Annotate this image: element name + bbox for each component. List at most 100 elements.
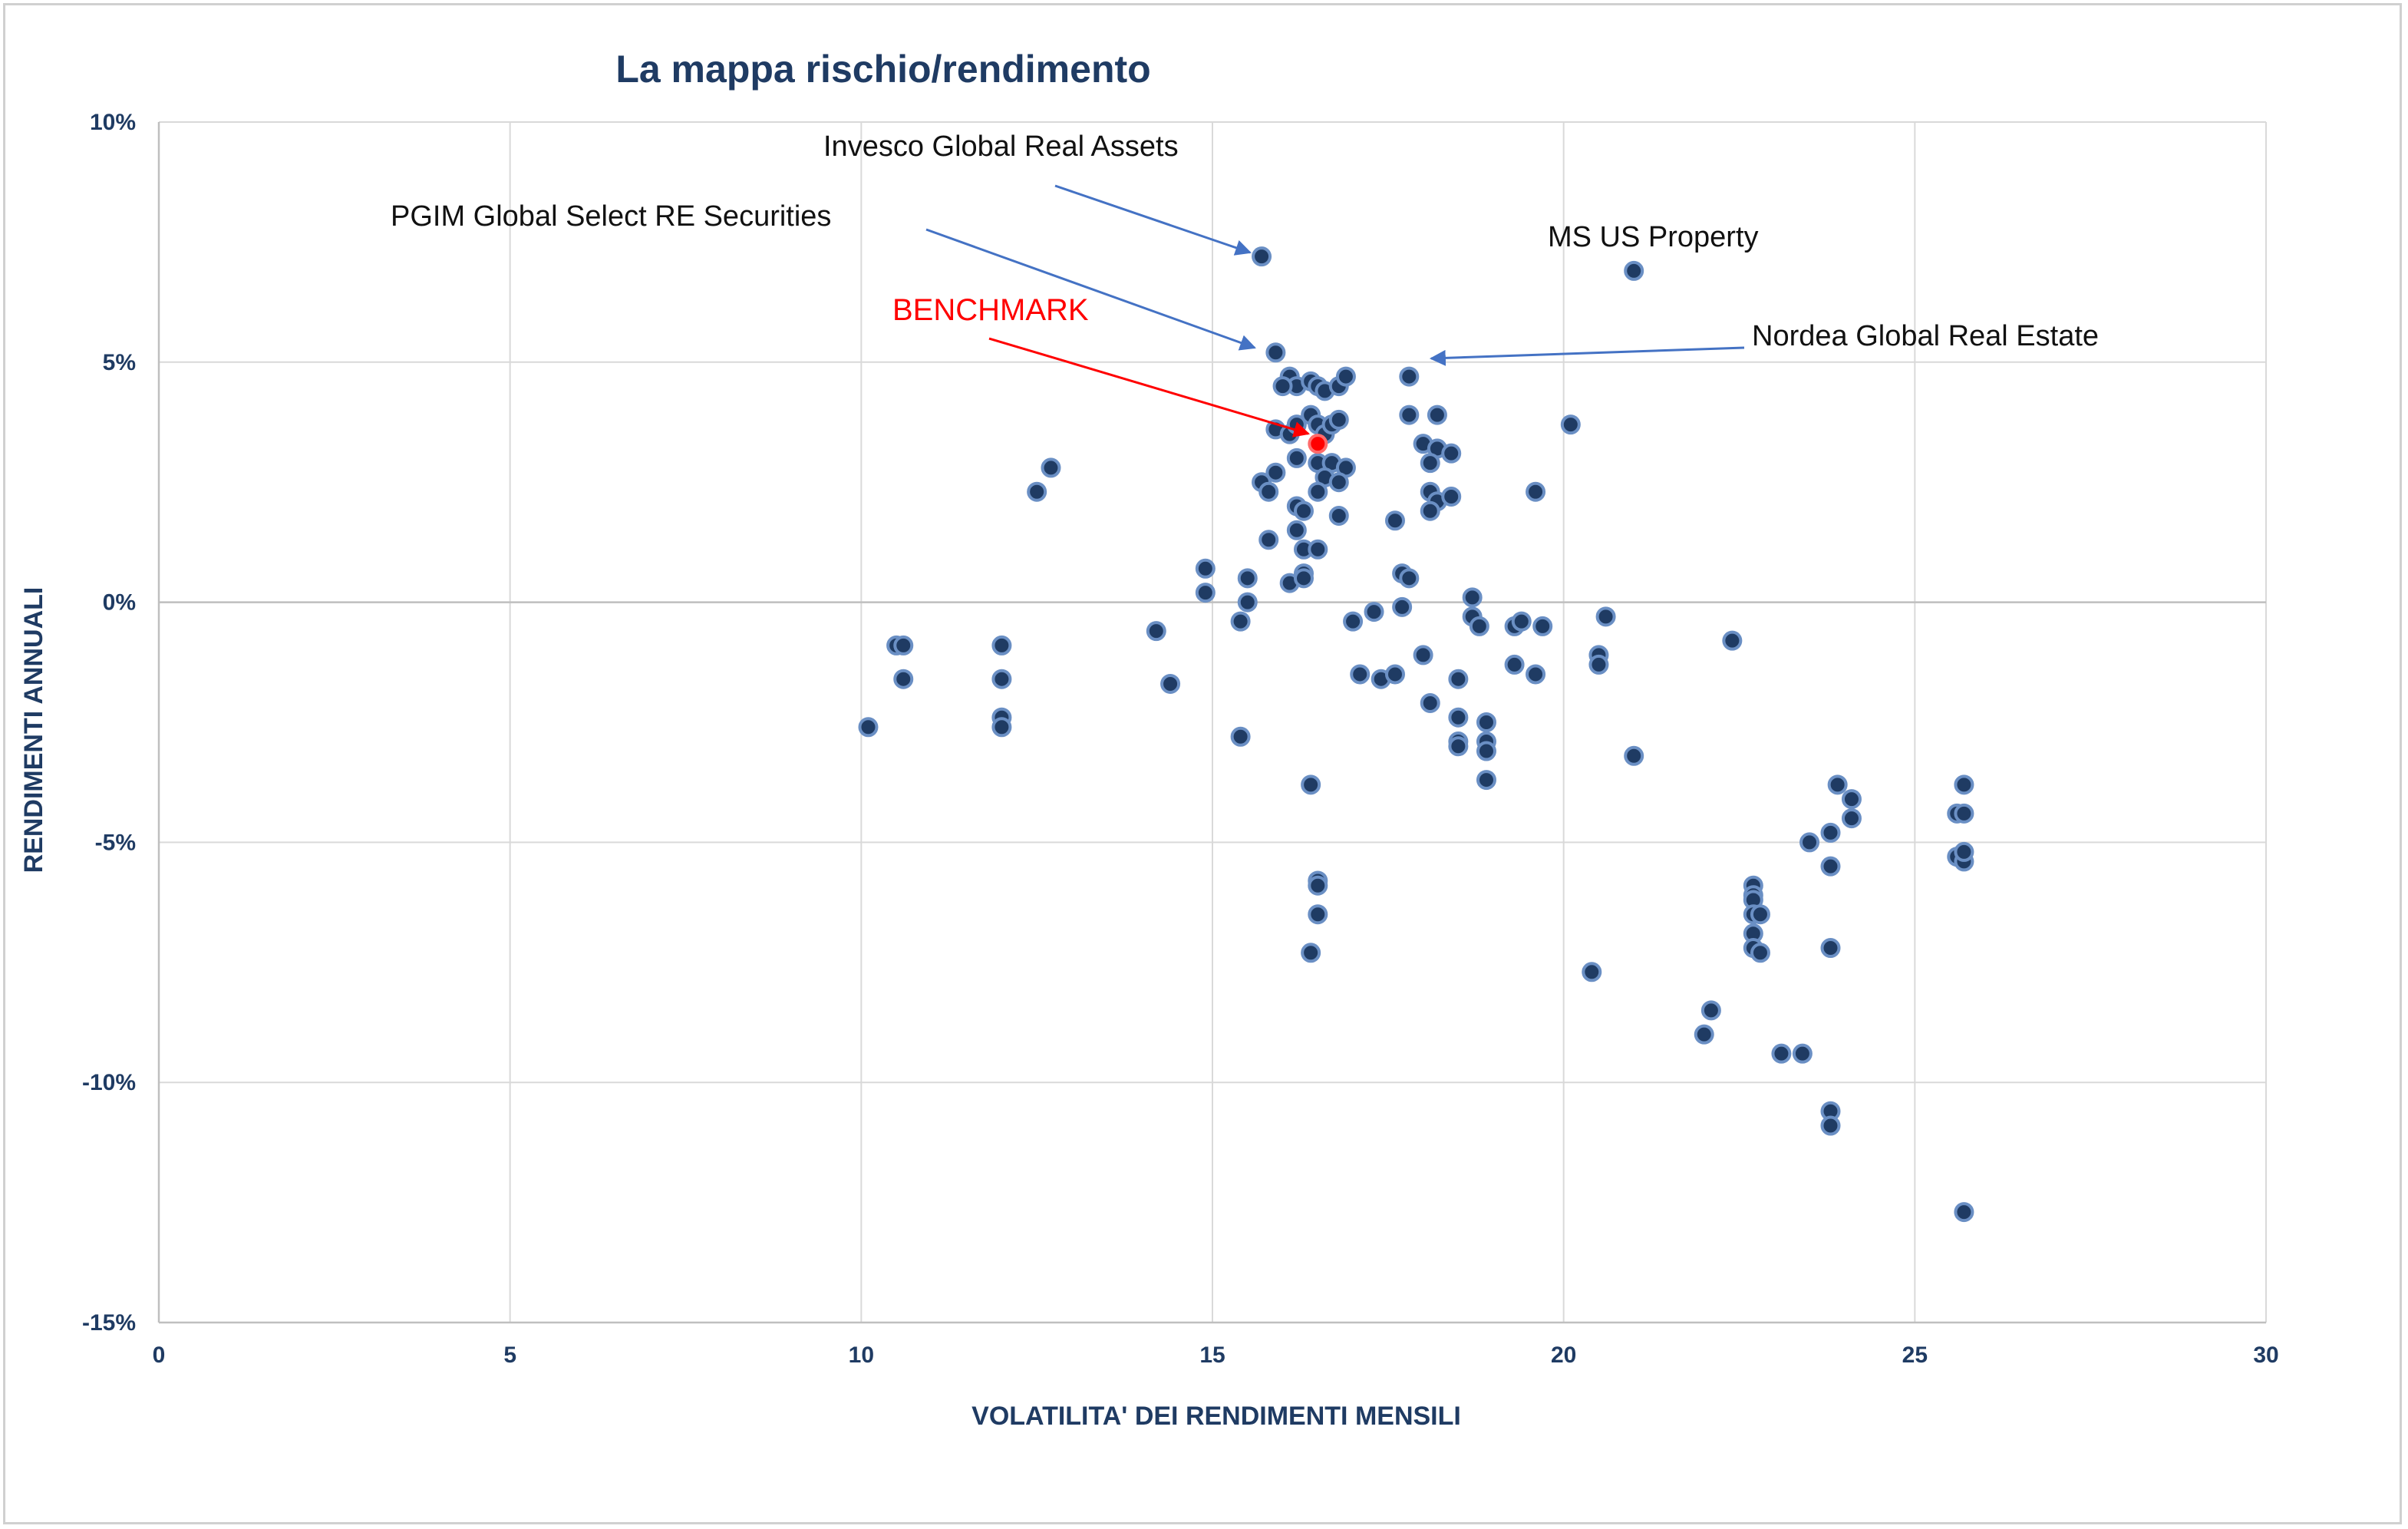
data-point [1560,414,1581,435]
y-tick-label: 0% [103,590,136,616]
annotation-arrow-benchmark [988,337,1311,438]
x-tick-label: 10 [849,1342,874,1368]
data-point [1237,568,1258,589]
data-point [1771,1043,1792,1064]
scatter-chart: La mappa rischio/rendimento 0 5 10 15 20 25 30… [19,48,2279,1431]
data-point [1399,568,1420,589]
data-point [1526,481,1546,502]
data-point [1230,726,1251,747]
data-point [1399,366,1420,387]
data-point [1427,405,1447,425]
data-point [1792,1043,1813,1064]
data-point [1293,500,1314,521]
data-point [1476,741,1496,761]
data-point [1441,486,1462,507]
x-tick-label: 0 [153,1342,166,1368]
y-tick-label: -15% [82,1310,136,1336]
data-point [1954,841,1974,862]
data-point [1582,962,1602,982]
y-axis-label: RENDIMENTI ANNUALI [19,587,48,873]
data-point [1526,664,1546,685]
data-point [1476,712,1496,732]
benchmark-point [1308,434,1328,454]
data-point [1392,596,1413,617]
x-axis-label: VOLATILITA' DEI RENDIMENTI MENSILI [971,1402,1461,1431]
benchmark-point-marker [1308,434,1328,454]
data-point [1027,481,1047,502]
data-point [1700,1000,1721,1021]
data-point [1532,616,1553,636]
data-point [1750,904,1770,925]
data-point [1820,822,1841,843]
annotation-arrow-invesco [1054,184,1252,256]
x-tick-label: 20 [1551,1342,1576,1368]
data-point [1694,1024,1714,1045]
data-point [1841,789,1862,810]
data-point [1286,447,1307,468]
data-point [1286,520,1307,540]
data-point [1328,409,1349,430]
data-point [1595,606,1616,627]
annotation-ms-us-property-label: MS US Property [1548,221,1759,253]
data-point [1462,587,1483,608]
data-point [1195,583,1216,603]
data-point [1588,654,1609,675]
annotation-nordea-label: Nordea Global Real Estate [1752,320,2099,352]
data-point [1384,664,1405,685]
data-point [1308,481,1328,502]
data-point [991,669,1012,689]
data-point [1420,692,1440,713]
data-point [1308,904,1328,925]
x-tick-label: 30 [2253,1342,2278,1368]
data-point [1441,443,1462,464]
data-point [1237,592,1258,613]
data-point [893,635,914,656]
data-point [1195,558,1216,579]
annotations: Invesco Global Real Assets PGIM Global S… [391,130,2099,438]
data-point [1308,875,1328,896]
data-point [1504,654,1525,675]
axes [157,122,2266,1324]
data-point [858,717,879,738]
data-point [1448,669,1469,689]
data-point [1954,1202,1974,1223]
data-point [1258,481,1279,502]
data-point [1954,803,1974,824]
annotation-arrow-nordea [1429,346,1745,366]
data-point [1041,457,1061,478]
data-point [1272,376,1293,397]
data-point [1476,770,1496,791]
y-tick-label: -10% [82,1070,136,1095]
data-point [1413,645,1433,665]
data-point [1364,602,1384,622]
data-point [991,717,1012,738]
data-point [1265,342,1286,363]
data-point [1399,405,1420,425]
data-point [1448,736,1469,757]
data-point [1750,943,1770,963]
data-point [1146,621,1166,642]
data-point [1160,673,1181,694]
chart-frame: La mappa rischio/rendimento 0 5 10 15 20 25 30… [3,3,2402,1524]
data-point [1827,774,1848,795]
data-point [1841,808,1862,829]
chart-title: La mappa rischio/rendimento [615,48,1150,91]
data-point [1820,1115,1841,1136]
x-tick-label: 25 [1902,1342,1928,1368]
data-point [1420,453,1440,474]
data-point [1384,510,1405,531]
data-point [1265,462,1286,483]
y-tick-label: 5% [103,350,136,375]
data-point [1420,500,1440,521]
data-point [1230,611,1251,632]
data-point [1252,246,1272,267]
annotation-benchmark-label: BENCHMARK [892,293,1089,327]
y-tick-label: 10% [90,110,136,135]
annotation-invesco-label: Invesco Global Real Assets [823,130,1179,163]
data-point [1350,664,1371,685]
data-points [858,246,1974,1223]
data-point [1624,260,1644,281]
data-point [1308,539,1328,560]
data-point [1335,366,1356,387]
data-point [1511,611,1532,632]
